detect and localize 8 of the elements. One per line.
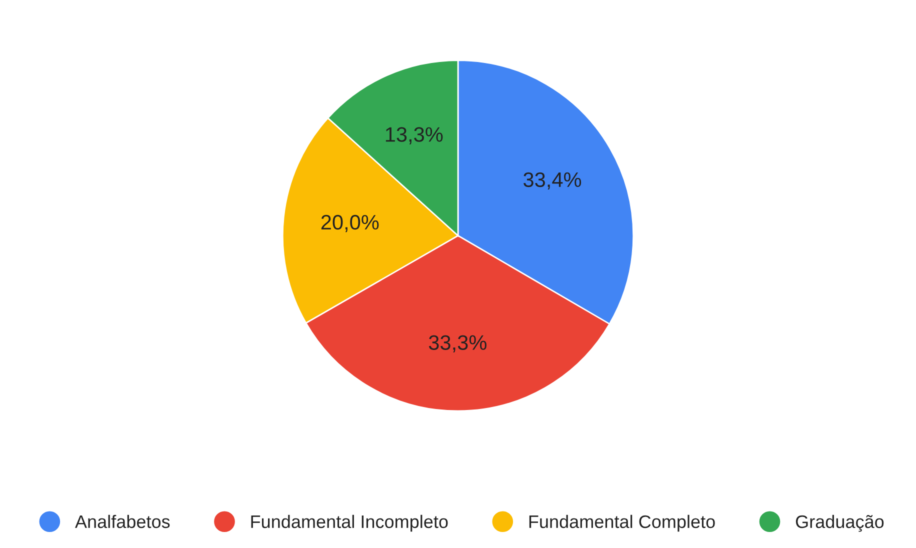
data-label: 20,0% xyxy=(321,214,379,232)
legend-label: Fundamental Completo xyxy=(529,514,715,532)
legend-label: Graduação xyxy=(796,514,884,532)
data-label: 33,4% xyxy=(524,172,582,190)
legend-label: Fundamental Incompleto xyxy=(251,514,448,532)
legend-label: Analfabetos xyxy=(75,514,170,528)
data-label: 13,3% xyxy=(386,127,443,144)
data-label: 33,3% xyxy=(428,335,486,352)
